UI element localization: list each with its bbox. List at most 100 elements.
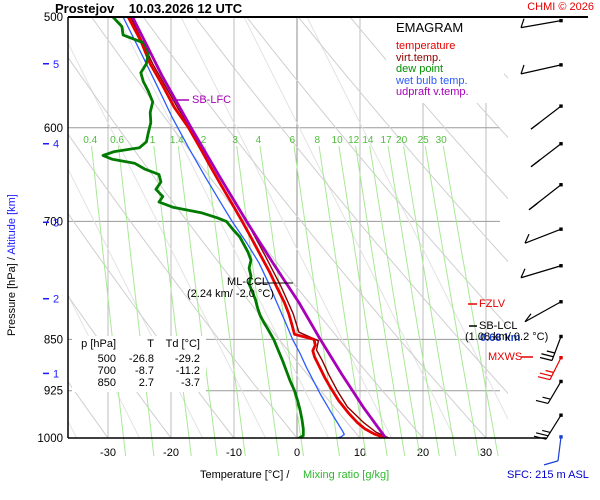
x-axis-title-temperature: Temperature [°C] / xyxy=(200,469,290,481)
table-row: 500 -26.8 -29.2 xyxy=(76,353,200,365)
table-row: 850 2.7 -3.7 xyxy=(76,377,200,389)
wind-barb xyxy=(524,300,563,323)
svg-text:1000: 1000 xyxy=(37,433,63,445)
svg-text:6: 6 xyxy=(290,135,296,146)
wet-bulb-curve xyxy=(122,17,345,438)
sounding-table-rows: 500 -26.8 -29.2 700 -8.7 -11.2 850 2.7 -3.7 xyxy=(76,353,200,389)
mixing-ratio-labels: 0.4 0.6 1 1.4 2 3 4 6 8 10 12 14 17 20 25 30 xyxy=(83,135,447,146)
sounding-table: p [hPa] T Td [°C] 500 -26.8 -29.2 700 -8.7 -11.… xyxy=(72,336,206,392)
altitude-ticks: 5 4 3 2 1 xyxy=(43,59,59,380)
fzlv-label: FZLV xyxy=(479,298,506,310)
svg-text:700: 700 xyxy=(44,216,63,228)
mxws-label: MXWS xyxy=(488,351,523,363)
svg-text:500: 500 xyxy=(44,12,63,24)
dry-adiabat-lines xyxy=(68,17,508,438)
svg-text:1: 1 xyxy=(150,135,156,146)
svg-text:30: 30 xyxy=(436,135,448,146)
svg-text:30: 30 xyxy=(480,447,492,459)
legend-item-dew-point: dew point xyxy=(396,63,444,75)
svg-text:12: 12 xyxy=(348,135,360,146)
x-axis-title-mixing-ratio: Mixing ratio [g/kg] xyxy=(303,469,390,481)
svg-text:3: 3 xyxy=(53,217,59,229)
legend-item-virt-temp: virt.temp. xyxy=(396,51,442,64)
legend-title: EMAGRAM xyxy=(396,20,464,35)
table-cell: 850 xyxy=(97,377,116,389)
dew-point-curve xyxy=(101,17,305,438)
station-name: Prostejov xyxy=(55,1,115,16)
table-cell: 700 xyxy=(97,365,116,377)
sb-lcl-blue-overlap: 0.68 km xyxy=(480,332,521,344)
svg-text:25: 25 xyxy=(418,135,430,146)
wind-barb xyxy=(543,435,563,466)
svg-text:2: 2 xyxy=(53,294,59,306)
updraft-vtemp-curve xyxy=(131,17,388,438)
table-row: 700 -8.7 -11.2 xyxy=(76,365,200,377)
wind-barbs xyxy=(520,18,563,466)
svg-text:3: 3 xyxy=(232,135,238,146)
sb-lcl-label: SB-LCL xyxy=(479,320,518,332)
svg-text:600: 600 xyxy=(44,123,63,135)
ml-ccl-detail: (2.24 km/ -2.0 °C) xyxy=(187,288,274,300)
table-header-2: Td [°C] xyxy=(165,338,200,350)
table-header-0: p [hPa] xyxy=(81,338,116,350)
svg-text:2: 2 xyxy=(201,135,207,146)
wind-barb xyxy=(533,413,563,440)
chart-overlay xyxy=(67,16,588,439)
mixing-ratio-lines xyxy=(91,146,499,456)
wind-barb xyxy=(528,183,563,211)
copyright-text: CHMI © 2026 xyxy=(527,1,594,13)
table-cell: -26.8 xyxy=(128,353,154,365)
svg-text:10: 10 xyxy=(354,447,366,459)
wind-barb xyxy=(539,334,563,362)
svg-text:10: 10 xyxy=(332,135,344,146)
wind-barb xyxy=(535,379,563,405)
wind-barb xyxy=(520,18,563,29)
svg-text:4: 4 xyxy=(53,139,59,151)
sb-lfc-label: SB-LFC xyxy=(192,94,232,106)
legend: EMAGRAM temperature virt.temp. dew point we… xyxy=(386,18,504,103)
svg-text:4: 4 xyxy=(256,135,262,146)
table-cell: -11.2 xyxy=(175,365,200,377)
table-cell: -29.2 xyxy=(174,353,200,365)
legend-items: temperature virt.temp. dew point wet bulb t… xyxy=(396,40,500,99)
chart-title: Prostejov 10.03.2026 12 UTC xyxy=(55,1,242,16)
svg-text:5: 5 xyxy=(53,59,59,71)
table-cell: 500 xyxy=(97,353,116,365)
svg-text:14: 14 xyxy=(362,135,374,146)
surface-elevation-label: SFC: 215 m ASL xyxy=(507,469,589,481)
table-cell: -8.7 xyxy=(135,365,154,377)
y-axis-title-altitude: Altitude [km] xyxy=(6,194,18,255)
legend-item-updraft-vtemp: udpraft v.temp. xyxy=(396,86,469,98)
svg-text:0: 0 xyxy=(294,447,300,459)
temperature-gridlines: -30 -20 -10 0 10 20 30 xyxy=(100,17,492,459)
y-axis-title-pressure: Pressure [hPa] xyxy=(6,263,18,336)
y-axis-title-sep: / xyxy=(6,254,18,264)
wind-barb xyxy=(524,227,563,244)
table-cell: -3.7 xyxy=(181,377,200,389)
legend-item-temperature: temperature xyxy=(396,40,456,52)
table-cell: 2.7 xyxy=(138,377,154,389)
svg-text:850: 850 xyxy=(44,334,63,346)
y-axis-title: Pressure [hPa] / Altitude [km] xyxy=(6,194,18,336)
svg-text:20: 20 xyxy=(396,135,408,146)
sounding-table-header: p [hPa] T Td [°C] xyxy=(76,338,200,350)
svg-text:-30: -30 xyxy=(100,447,116,459)
temperature-curve xyxy=(126,17,386,438)
wind-barb xyxy=(520,264,563,279)
wind-barb xyxy=(520,63,563,75)
svg-text:-20: -20 xyxy=(163,447,179,459)
svg-text:8: 8 xyxy=(314,135,320,146)
ml-ccl-label: ML-CCL xyxy=(227,276,268,288)
wind-barb xyxy=(530,104,563,130)
chart-generated-layers: -30 -20 -10 0 10 20 30500600700850925100054321… xyxy=(37,12,563,466)
svg-text:-10: -10 xyxy=(226,447,242,459)
svg-text:0.4: 0.4 xyxy=(83,135,97,146)
wind-barb xyxy=(537,355,563,381)
svg-text:925: 925 xyxy=(44,386,63,398)
svg-text:1: 1 xyxy=(53,368,59,380)
legend-item-wet-bulb: wet bulb temp. xyxy=(396,74,468,87)
table-header-1: T xyxy=(147,338,154,350)
svg-text:1.4: 1.4 xyxy=(170,135,184,146)
